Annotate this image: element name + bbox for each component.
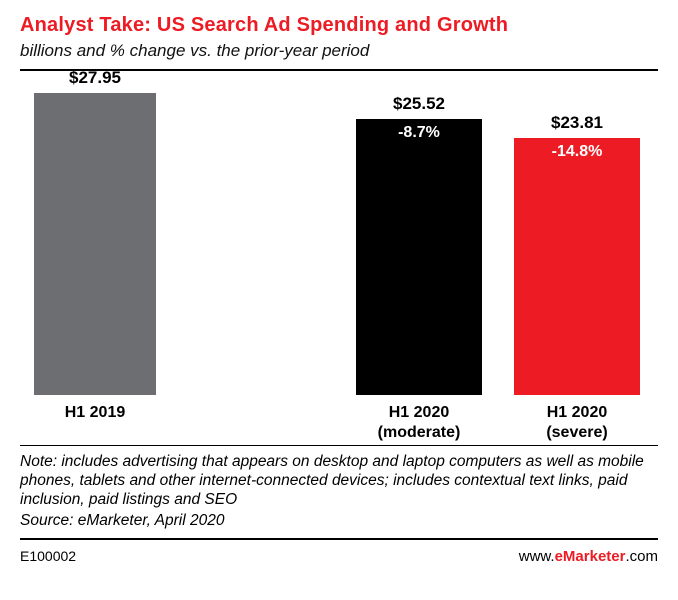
source-text: Source: eMarketer, April 2020 xyxy=(20,511,225,529)
chart-subtitle: billions and % change vs. the prior-year… xyxy=(20,41,370,60)
footer-url-brand: eMarketer xyxy=(554,547,626,565)
pct-change-label: -8.7% xyxy=(398,124,440,141)
footer: E100002 www.eMarketer.com xyxy=(20,540,658,565)
bar-h1-2020-moderate: -8.7% xyxy=(356,119,482,395)
bar-group-h1-2020-moderate: $25.52 -8.7% H1 2020 (moderate) xyxy=(356,94,482,445)
footer-url-suffix: .com xyxy=(625,547,658,565)
chart-title: Analyst Take: US Search Ad Spending and … xyxy=(20,14,509,36)
category-label: H1 2020 (moderate) xyxy=(377,404,461,441)
pct-change-label: -14.8% xyxy=(551,143,603,160)
value-label: $23.81 xyxy=(551,113,603,132)
category-label: H1 2019 xyxy=(64,404,126,421)
note-block: Note: includes advertising that appears … xyxy=(20,446,658,538)
note-divider xyxy=(20,445,658,446)
note-text: Note: includes advertising that appears … xyxy=(20,453,644,508)
category-label: H1 2020 (severe) xyxy=(546,404,608,441)
footer-divider xyxy=(20,537,658,540)
title-divider xyxy=(20,69,658,71)
bar-group-h1-2020-severe: $23.81 -14.8% H1 2020 (severe) xyxy=(514,113,640,445)
bar-h1-2020-severe: -14.8% xyxy=(514,138,640,395)
value-label: $27.95 xyxy=(69,68,121,87)
bar-group-h1-2019: $27.95 H1 2019 xyxy=(34,68,156,445)
bar-h1-2019 xyxy=(34,93,156,395)
footer-url-prefix: www. xyxy=(518,547,555,565)
footer-url: www.eMarketer.com xyxy=(519,548,658,565)
footer-code: E100002 xyxy=(20,548,77,565)
value-label: $25.52 xyxy=(393,94,445,113)
bar-chart: $27.95 H1 2019 $25.52 -8.7% H1 2020 (mod… xyxy=(20,68,658,445)
